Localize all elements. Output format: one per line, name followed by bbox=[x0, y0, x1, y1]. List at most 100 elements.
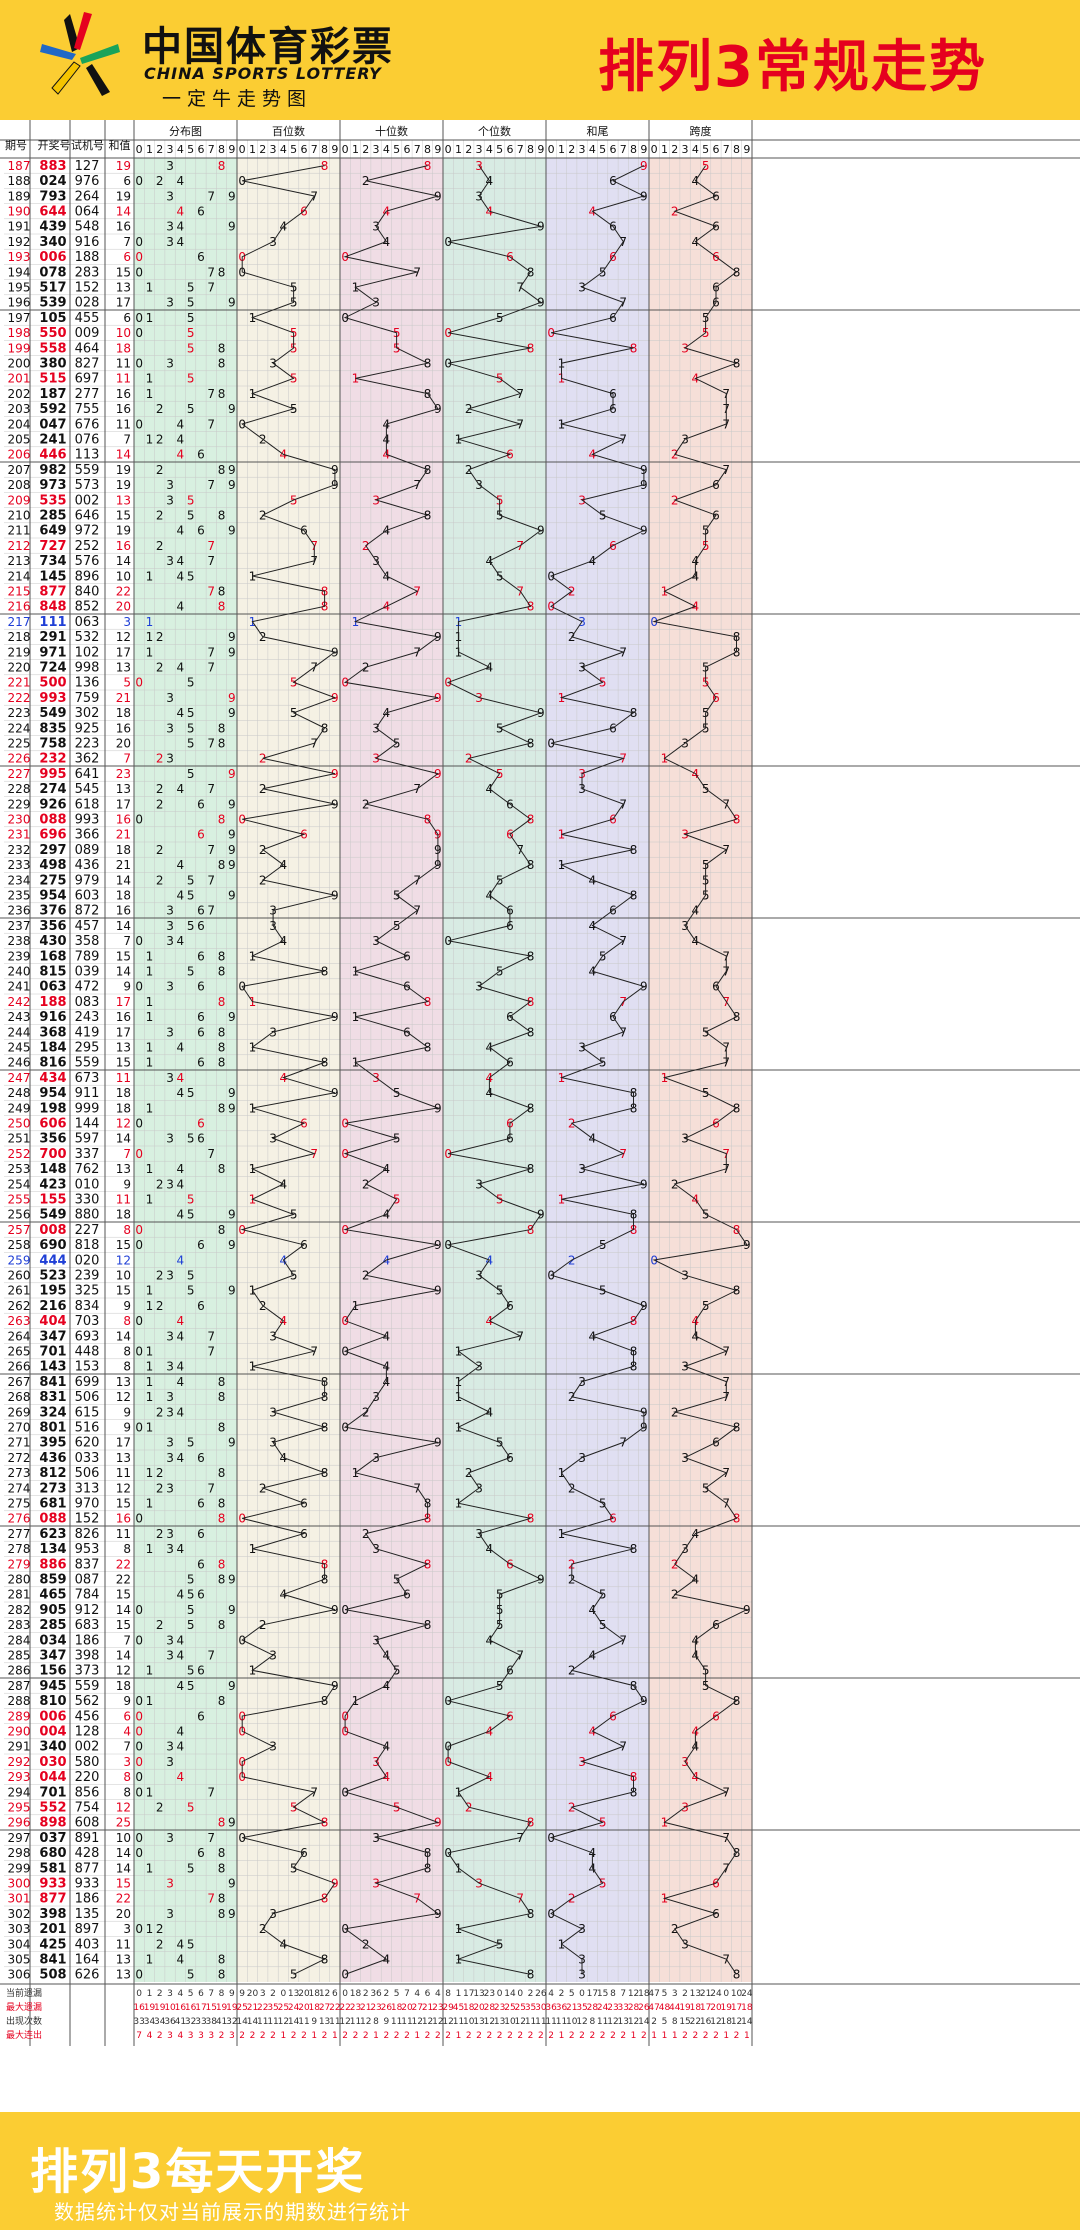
stat-value: 11 bbox=[298, 2017, 309, 2027]
sum-value: 6 bbox=[123, 1709, 131, 1723]
distribution-mark: 3 bbox=[166, 1132, 174, 1146]
issue-number: 209 bbox=[8, 493, 31, 507]
stat-value: 2 bbox=[651, 2017, 657, 2027]
distribution-mark: 1 bbox=[146, 964, 154, 978]
stat-value: 0 bbox=[136, 1989, 142, 1999]
distribution-mark: 8 bbox=[218, 1375, 226, 1389]
distribution-mark: 5 bbox=[187, 1588, 195, 1602]
header: 中国体育彩票 CHINA SPORTS LOTTERY 一定牛走势图 排列3常规… bbox=[0, 0, 1080, 120]
stat-value: 12 bbox=[442, 2017, 453, 2027]
sum-value: 7 bbox=[123, 235, 131, 249]
distribution-mark: 5 bbox=[187, 706, 195, 720]
distribution-mark: 4 bbox=[177, 417, 185, 431]
distribution-mark: 4 bbox=[177, 1770, 185, 1784]
stat-value: 21 bbox=[566, 2003, 577, 2013]
digit-header: 4 bbox=[177, 143, 184, 156]
issue-number: 227 bbox=[8, 767, 31, 781]
issue-number: 226 bbox=[8, 752, 31, 766]
distribution-mark: 3 bbox=[166, 934, 174, 948]
distribution-mark: 5 bbox=[187, 280, 195, 294]
test-number: 608 bbox=[75, 1816, 100, 1831]
stat-value: 8 bbox=[610, 1989, 616, 1999]
test-number: 762 bbox=[75, 1162, 100, 1177]
test-number: 755 bbox=[75, 402, 100, 417]
stat-value: 26 bbox=[535, 1989, 547, 1999]
sum-value: 16 bbox=[116, 904, 131, 918]
test-number: 646 bbox=[75, 508, 100, 523]
digit-header: 1 bbox=[146, 143, 153, 156]
stat-value: 5 bbox=[662, 1989, 668, 1999]
draw-number: 340 bbox=[39, 1740, 66, 1755]
distribution-mark: 4 bbox=[177, 934, 185, 948]
test-number: 789 bbox=[75, 949, 100, 964]
test-number: 837 bbox=[75, 1557, 100, 1572]
stat-value: 7 bbox=[136, 2031, 142, 2041]
distribution-mark: 8 bbox=[218, 1846, 226, 1860]
issue-number: 188 bbox=[8, 174, 31, 188]
stat-value: 11 bbox=[391, 2017, 402, 2027]
test-number: 063 bbox=[75, 615, 100, 630]
sum-value: 15 bbox=[116, 1238, 131, 1252]
issue-number: 282 bbox=[8, 1603, 31, 1617]
test-number: 784 bbox=[75, 1588, 100, 1603]
stat-value: 2 bbox=[682, 2031, 688, 2041]
distribution-mark: 4 bbox=[177, 1314, 185, 1328]
distribution-mark: 1 bbox=[146, 1420, 154, 1434]
draw-number: 500 bbox=[39, 676, 66, 691]
digit-header: 3 bbox=[373, 143, 380, 156]
distribution-mark: 9 bbox=[228, 797, 236, 811]
test-number: 186 bbox=[75, 1633, 100, 1648]
distribution-mark: 6 bbox=[197, 1557, 205, 1571]
stat-value: 2 bbox=[682, 1989, 688, 1999]
digit-header: 8 bbox=[733, 143, 740, 156]
stat-value: 2 bbox=[157, 1989, 163, 1999]
column-header: 和值 bbox=[109, 139, 131, 152]
issue-number: 193 bbox=[8, 250, 31, 264]
issue-number: 289 bbox=[8, 1709, 31, 1723]
stat-value: 4 bbox=[177, 1989, 183, 1999]
digit-header: 4 bbox=[280, 143, 287, 156]
issue-number: 284 bbox=[8, 1633, 31, 1647]
distribution-mark: 0 bbox=[135, 934, 143, 948]
test-number: 626 bbox=[75, 1968, 100, 1983]
test-number: 615 bbox=[75, 1405, 100, 1420]
distribution-mark: 3 bbox=[166, 919, 174, 933]
test-number: 754 bbox=[75, 1800, 100, 1815]
distribution-mark: 7 bbox=[207, 1648, 215, 1662]
distribution-mark: 5 bbox=[187, 296, 195, 310]
draw-number: 623 bbox=[39, 1527, 66, 1542]
stat-value: 2 bbox=[579, 2031, 585, 2041]
sum-value: 16 bbox=[116, 539, 131, 553]
stat-value: 12 bbox=[484, 2017, 495, 2027]
stat-value: 7 bbox=[620, 1989, 626, 1999]
distribution-mark: 9 bbox=[228, 1679, 236, 1693]
sum-value: 13 bbox=[116, 660, 131, 674]
stat-value: 26 bbox=[638, 2003, 650, 2013]
stat-value: 2 bbox=[476, 2031, 482, 2041]
distribution-mark: 3 bbox=[166, 721, 174, 735]
digit-header: 4 bbox=[383, 143, 390, 156]
digit-header: 5 bbox=[496, 143, 503, 156]
distribution-mark: 8 bbox=[218, 341, 226, 355]
distribution-mark: 3 bbox=[166, 493, 174, 507]
distribution-mark: 9 bbox=[228, 706, 236, 720]
stat-value: 2 bbox=[404, 2031, 410, 2041]
distribution-mark: 9 bbox=[228, 1010, 236, 1024]
stat-value: 19 bbox=[216, 2003, 228, 2013]
distribution-mark: 6 bbox=[197, 1010, 205, 1024]
draw-number: 044 bbox=[39, 1770, 66, 1785]
test-number: 834 bbox=[75, 1299, 100, 1314]
digit-header: 7 bbox=[723, 143, 730, 156]
sum-value: 18 bbox=[116, 1101, 131, 1115]
footer-note: 数据统计仅对当前展示的期数进行统计 bbox=[54, 2200, 411, 2224]
stat-value: 6 bbox=[198, 1989, 204, 1999]
distribution-mark: 1 bbox=[146, 1466, 154, 1480]
stat-value: 3 bbox=[208, 2031, 214, 2041]
sum-value: 14 bbox=[116, 204, 131, 218]
draw-number: 078 bbox=[39, 265, 66, 280]
issue-number: 269 bbox=[8, 1405, 31, 1419]
digit-header: 8 bbox=[424, 143, 431, 156]
distribution-mark: 5 bbox=[187, 493, 195, 507]
sum-value: 13 bbox=[116, 1162, 131, 1176]
distribution-mark: 1 bbox=[146, 995, 154, 1009]
